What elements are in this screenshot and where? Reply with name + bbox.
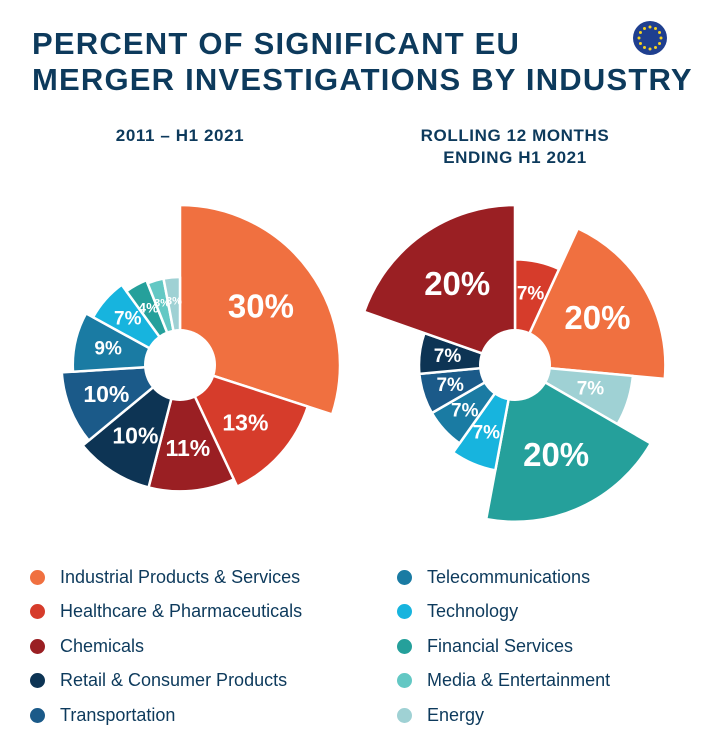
eu-star-icon [659,36,663,40]
eu-star-icon [654,46,657,50]
eu-star-icon [658,31,662,34]
pie-slice-label: 20% [424,265,490,302]
chart-title: PERCENT OF SIGNIFICANT EU MERGER INVESTI… [32,26,693,98]
eu-star-icon [638,31,642,34]
pie-slice-label: 7% [436,375,464,396]
legend-item-transportation: Transportation [30,698,302,733]
legend-swatch [30,569,45,585]
legend-label: Financial Services [427,635,574,656]
legend-swatch [397,604,412,620]
legend-label: Transportation [60,704,176,725]
legend-swatch [397,707,412,723]
eu-star-icon [638,42,642,45]
legend-item-technology: Technology [397,595,610,630]
pie-slice-label: 7% [577,379,605,400]
pie-slice-financial-services [484,363,653,524]
donut-hole [479,329,551,401]
eu-star-icon [643,46,646,50]
left-chart-subtitle-line: 2011 – H1 2021 [115,126,245,145]
legend-right-column: Telecommunications Technology Financial Se… [397,560,610,733]
legend-item-chemicals: Chemicals [30,629,302,664]
legend-item-financial-services: Financial Services [397,629,610,664]
eu-star-icon [643,26,646,30]
eu-star-icon [658,42,662,45]
right-chart-subtitle-line-1: ROLLING 12 MONTHS [420,126,610,145]
legend-swatch [30,604,45,620]
legend-item-retail-and-consumer-products: Retail & Consumer Products [30,664,302,699]
pie-slice-label: 7% [517,283,545,304]
pie-slice-label: 10% [83,381,129,407]
pie-slice-industrial-products-and-services [178,203,342,416]
legend-label: Technology [427,601,519,622]
pie-slice-retail-and-consumer-products [81,363,182,489]
legend-swatch [30,673,45,689]
right-chart-subtitle-line-2: ENDING H1 2021 [443,148,587,167]
pie-slice-chemicals [362,203,517,367]
eu-star-icon [648,25,652,29]
pie-slice-label: 7% [114,308,142,329]
pie-chart-rolling-12-months: 7%20%7%20%7%7%7%7%20% [362,203,667,524]
legend-label: Retail & Consumer Products [60,670,288,691]
pie-slice-label: 11% [165,435,210,461]
legend-item-healthcare-and-pharmaceuticals: Healthcare & Pharmaceuticals [30,595,302,630]
legend-label: Chemicals [60,635,145,656]
pie-slice-label: 9% [94,338,122,359]
pie-slice-label: 7% [434,346,462,367]
legend-item-energy: Energy [397,698,610,733]
pie-slice-label: 7% [451,400,479,421]
legend-swatch [30,638,45,654]
pie-slice-healthcare-and-pharmaceuticals [178,363,310,488]
eu-star-icon [648,47,652,51]
legend-item-industrial-products-and-services: Industrial Products & Services [30,560,302,595]
pie-slice-label: 13% [222,410,268,436]
chart-title-line-1: PERCENT OF SIGNIFICANT EU [32,26,521,61]
pie-chart-2011-h1-2021: 30%13%11%10%10%9%7%4%3%3% [60,203,342,493]
pie-slice-industrial-products-and-services [513,227,667,381]
legend-label: Energy [427,704,485,725]
right-chart-subtitle: ROLLING 12 MONTHS ENDING H1 2021 [395,125,635,169]
eu-star-icon [654,26,657,30]
legend-label: Media & Entertainment [427,670,611,691]
pie-slice-label: 20% [564,299,630,336]
pie-slice-label: 7% [473,422,501,443]
pie-slice-label: 10% [112,422,158,448]
pie-slice-label: 3% [154,298,170,310]
legend-swatch [30,707,45,723]
legend-item-telecommunications: Telecommunications [397,560,610,595]
pie-slice-label: 30% [228,288,294,325]
donut-hole [144,329,216,401]
legend-label: Industrial Products & Services [60,566,301,587]
left-chart-subtitle: 2011 – H1 2021 [80,125,280,147]
eu-star-icon [637,36,641,40]
legend-swatch [397,673,412,689]
legend-label: Telecommunications [427,566,591,587]
legend-item-media-and-entertainment: Media & Entertainment [397,664,610,699]
legend-left-column: Industrial Products & Services Healthcare… [30,560,302,733]
pie-slice-chemicals [147,363,236,493]
eu-flag-icon [633,21,667,55]
pie-slice-label: 20% [523,436,589,473]
pie-slice-label: 3% [166,295,182,307]
legend-swatch [397,638,412,654]
chart-title-line-2: MERGER INVESTIGATIONS BY INDUSTRY [32,62,693,97]
legend-label: Healthcare & Pharmaceuticals [60,601,303,622]
pie-slice-label: 4% [138,300,159,316]
legend-swatch [397,569,412,585]
